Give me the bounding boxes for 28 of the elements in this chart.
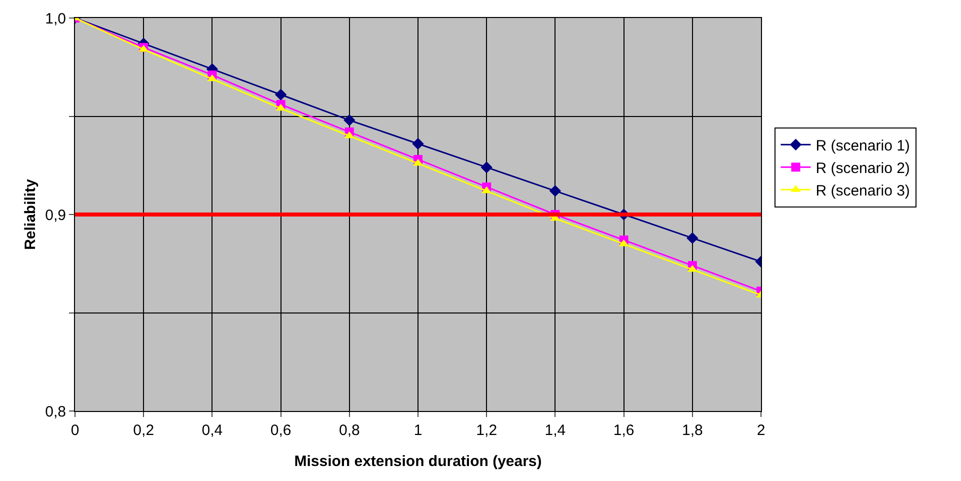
x-tick-label: 1 xyxy=(414,422,422,439)
x-tick-label: 0,4 xyxy=(202,422,223,439)
x-tick-label: 0,6 xyxy=(270,422,292,439)
x-tick-label: 1,8 xyxy=(682,422,703,439)
point xyxy=(274,88,287,100)
point xyxy=(412,138,424,150)
y-tick-label: 0,8 xyxy=(45,403,66,420)
y-axis-title: Reliability xyxy=(22,178,39,250)
point xyxy=(618,239,629,246)
legend-label: R (scenario 3) xyxy=(816,182,910,200)
x-tick-label: 0,8 xyxy=(338,422,360,439)
x-tick-label: 1,2 xyxy=(476,422,498,439)
y-tick-label: 1,0 xyxy=(45,10,66,28)
point xyxy=(207,74,218,82)
x-tick-label: 0,2 xyxy=(133,422,154,439)
x-tick-label: 2 xyxy=(756,422,766,439)
point xyxy=(686,232,698,244)
point xyxy=(480,161,492,174)
x-tick-label: 0 xyxy=(70,422,80,439)
point xyxy=(344,114,356,126)
x-axis-title: Mission extension duration (years) xyxy=(294,453,542,470)
x-tick-label: 1,6 xyxy=(613,422,634,439)
point xyxy=(276,104,286,111)
point xyxy=(549,185,562,197)
legend-label: R (scenario 1) xyxy=(816,137,910,154)
y-tick-label: 0,9 xyxy=(45,206,66,224)
legend-label: R (scenario 2) xyxy=(816,160,910,177)
x-tick-label: 1,4 xyxy=(544,422,566,439)
